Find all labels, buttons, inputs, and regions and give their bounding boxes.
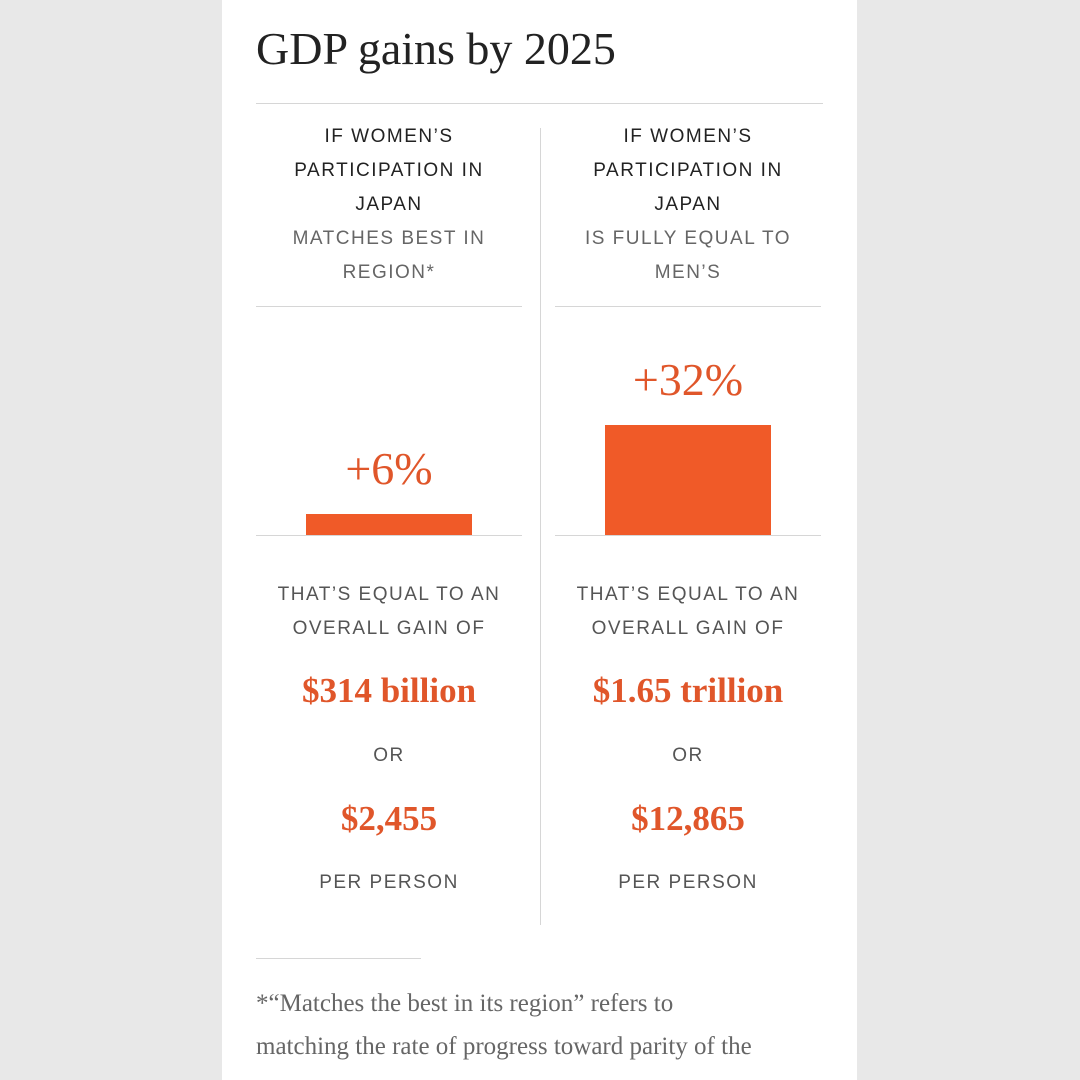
- intro-line: OVERALL GAIN OF: [591, 618, 785, 639]
- overall-gain-value: $314 billion: [301, 671, 477, 710]
- bar-baseline: [256, 535, 522, 536]
- gdp-gain-bar: [306, 514, 472, 535]
- column-header: IF WOMEN’S PARTICIPATION IN JAPAN IS FUL…: [538, 120, 838, 290]
- header-line: IF WOMEN’S: [623, 126, 753, 147]
- column-header: IF WOMEN’S PARTICIPATION IN JAPAN MATCHE…: [239, 120, 539, 290]
- column-divider: [540, 128, 541, 925]
- header-line: JAPAN: [355, 194, 423, 215]
- bar-data-label: +32%: [632, 353, 744, 405]
- intro-text: THAT’S EQUAL TO AN OVERALL GAIN OF: [239, 578, 539, 646]
- bar-baseline: [555, 535, 821, 536]
- per-person-value: $12,865: [631, 799, 745, 838]
- intro-text: THAT’S EQUAL TO AN OVERALL GAIN OF: [538, 578, 838, 646]
- bar-data-label: +6%: [345, 443, 433, 495]
- header-line: JAPAN: [654, 194, 722, 215]
- per-person-label: PER PERSON: [618, 872, 758, 893]
- or-label: OR: [373, 745, 405, 766]
- footnote-line: matching the rate of progress toward par…: [256, 1033, 752, 1060]
- intro-line: THAT’S EQUAL TO AN: [576, 584, 800, 605]
- intro-line: THAT’S EQUAL TO AN: [277, 584, 501, 605]
- overall-gain-value: $1.65 trillion: [592, 671, 784, 710]
- footnote-line: *“Matches the best in its region” refers…: [256, 990, 674, 1017]
- gdp-gain-bar: [605, 424, 771, 535]
- header-line: PARTICIPATION IN: [294, 160, 484, 181]
- scenario-line: MEN’S: [654, 262, 722, 283]
- title-divider: [256, 103, 823, 104]
- scenario-line: IS FULLY EQUAL TO: [584, 228, 792, 249]
- infographic-panel: [222, 0, 857, 1080]
- footnote: *“Matches the best in its region” refers…: [256, 982, 836, 1068]
- per-person-label: PER PERSON: [319, 872, 459, 893]
- header-divider: [555, 306, 821, 307]
- or-label: OR: [672, 745, 704, 766]
- scenario-line: REGION*: [342, 262, 436, 283]
- footnote-divider: [256, 958, 421, 959]
- header-line: IF WOMEN’S: [324, 126, 454, 147]
- scenario-line: MATCHES BEST IN: [292, 228, 486, 249]
- header-divider: [256, 306, 522, 307]
- intro-line: OVERALL GAIN OF: [292, 618, 486, 639]
- per-person-value: $2,455: [340, 799, 438, 838]
- header-line: PARTICIPATION IN: [593, 160, 783, 181]
- page-title: GDP gains by 2025: [256, 23, 616, 74]
